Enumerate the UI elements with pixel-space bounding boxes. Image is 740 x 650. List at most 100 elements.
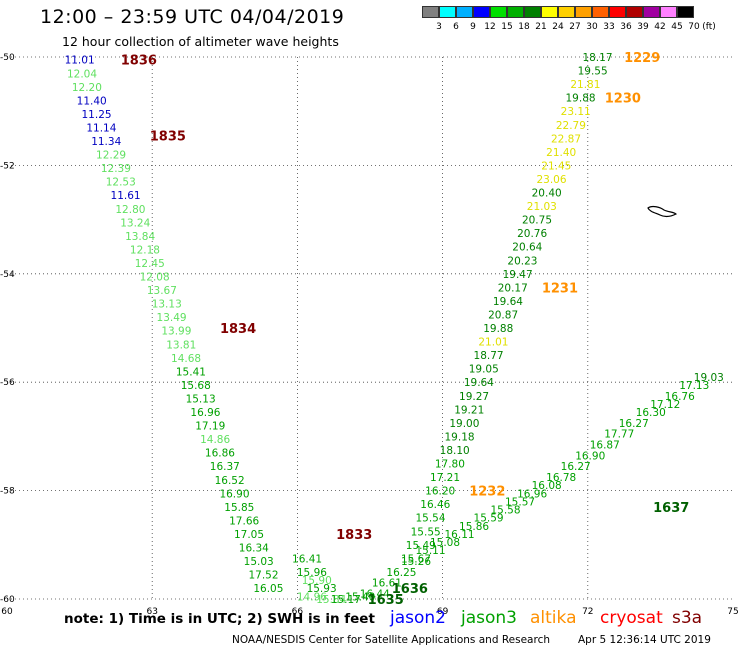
swh-value: 17.12 [650,399,680,411]
x-tick-label: 69 [437,607,449,617]
colorbar-label: 45 [671,22,683,32]
colorbar-label: 33 [603,22,615,32]
colorbar-label: 21 [535,22,547,32]
swh-value: 17.80 [435,459,465,471]
swh-value: 20.76 [517,228,547,240]
swh-value: 15.03 [244,556,274,568]
swh-value: 11.25 [82,109,112,121]
swh-value: 17.52 [248,570,278,582]
time-label: 1636 [392,582,428,597]
swh-value: 17.66 [229,515,259,527]
y-tick-label: -56 [0,378,15,388]
colorbar-swatch [592,6,609,18]
swh-value: 19.55 [578,66,608,78]
swh-value: 16.90 [219,488,249,500]
swh-value: 16.78 [546,472,576,484]
swh-value: 20.87 [488,309,518,321]
swh-value: 15.68 [181,380,211,392]
colorbar-swatch [541,6,558,18]
swh-value: 15.17 [331,594,361,606]
colorbar-swatch [660,6,677,18]
swh-value: 15.13 [186,393,216,405]
swh-value: 22.79 [556,120,586,132]
swh-value: 17.13 [679,380,709,392]
legend-s3a: s3a [672,608,703,628]
swh-value: 15.41 [176,366,206,378]
swh-value: 15.08 [430,537,460,549]
swh-value: 15.26 [401,556,431,568]
page-title: 12:00 – 23:59 UTC 04/04/2019 [40,6,345,28]
swh-value: 12.39 [101,163,131,175]
swh-value: 16.41 [292,553,322,565]
colorbar-swatch [558,6,575,18]
swh-value: 13.13 [152,299,182,311]
time-label: 1835 [150,130,186,145]
colorbar-label: 24 [552,22,564,32]
swh-value: 19.03 [694,372,724,384]
swh-value: 15.49 [406,540,436,552]
time-label: 1836 [121,54,157,69]
time-label: 1231 [542,281,578,296]
swh-value: 12.08 [140,272,170,284]
x-tick-label: 72 [582,607,593,617]
swh-value: 19.27 [459,391,489,403]
time-label: 1834 [220,322,256,337]
colorbar-label: 9 [470,22,476,32]
colorbar-label: 30 [586,22,598,32]
swh-value: 16.96 [190,407,220,419]
y-tick-label: -60 [0,595,15,605]
swh-value: 20.17 [498,282,528,294]
swh-value: 16.30 [636,407,666,419]
swh-value: 21.81 [570,79,600,91]
swh-value: 19.05 [469,364,499,376]
colorbar-swatch [626,6,643,18]
island-outline [647,205,678,218]
swh-value: 11.40 [77,95,107,107]
swh-value: 18.10 [440,445,470,457]
time-label: 1232 [469,485,505,500]
swh-value: 17.21 [430,472,460,484]
colorbar-label: 36 [620,22,632,32]
swh-value: 16.86 [205,448,235,460]
swh-value: 15.55 [411,526,441,538]
colorbar-swatch [473,6,490,18]
swh-value: 20.23 [507,255,537,267]
colorbar-swatch [609,6,626,18]
swh-value: 16.05 [253,583,283,595]
swh-value: 11.34 [91,136,121,148]
swh-value: 15.58 [490,505,520,517]
x-tick-label: 66 [292,607,304,617]
swh-value: 16.25 [386,567,416,579]
swh-value: 19.64 [464,377,494,389]
swh-value: 11.01 [65,55,95,67]
swh-value: 12.29 [96,150,126,162]
swh-value: 16.08 [532,480,562,492]
swh-value: 18.77 [474,350,504,362]
note-text: note: 1) Time is in UTC; 2) SWH is in fe… [64,611,375,627]
colorbar-label: 15 [501,22,513,32]
swh-value: 21.40 [546,147,576,159]
colorbar-label: 3 [436,22,442,32]
swh-value: 14.68 [171,353,201,365]
swh-value: 19.18 [445,431,475,443]
swh-value: 17.19 [195,421,225,433]
swh-value: 16.27 [561,461,591,473]
swh-value: 16.76 [665,391,695,403]
y-tick-label: -54 [0,270,15,280]
legend-jason3: jason3 [461,608,517,628]
swh-value: 12.18 [130,244,160,256]
swh-value: 19.47 [503,269,533,281]
swh-value: 15.90 [302,575,332,587]
colorbar-swatch [439,6,456,18]
swh-value: 16.27 [619,418,649,430]
legend-jason2: jason2 [390,608,446,628]
x-tick-label: 63 [146,607,157,617]
swh-value: 16.37 [210,461,240,473]
swh-value: 21.03 [527,201,557,213]
page-subtitle: 12 hour collection of altimeter wave hei… [62,34,339,49]
swh-value: 23.06 [536,174,566,186]
swh-value: 12.53 [106,177,136,189]
swh-value: 16.11 [445,529,475,541]
swh-value: 15.86 [459,521,489,533]
colorbar-label: 70 [688,22,700,32]
